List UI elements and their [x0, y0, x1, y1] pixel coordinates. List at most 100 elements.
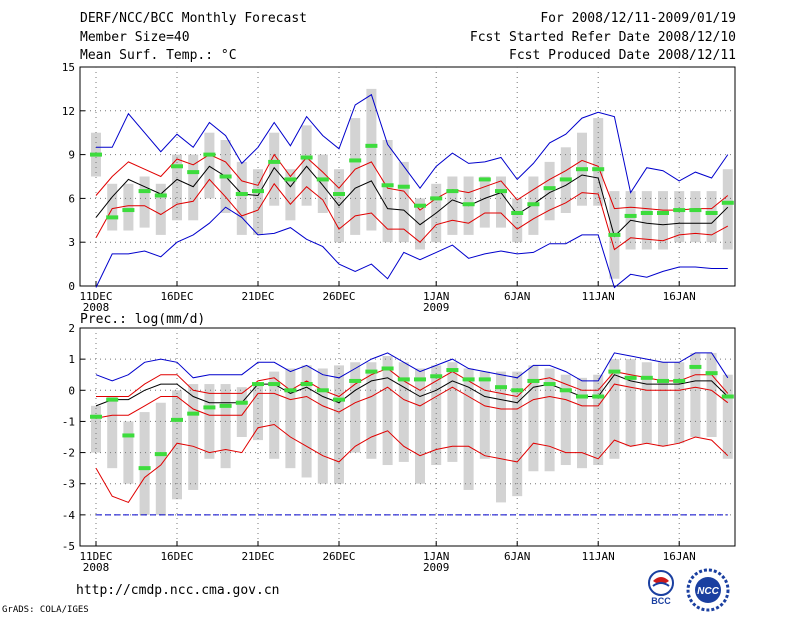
variable-label: Mean Surf. Temp.: °C [80, 48, 237, 63]
chart2-marker-19 [381, 366, 394, 371]
chart2-box-36 [658, 362, 668, 447]
chart2-box-4 [139, 412, 150, 515]
chart2-marker-1 [90, 414, 102, 419]
chart2-marker-13 [284, 388, 297, 393]
chart2-box-20 [398, 362, 409, 462]
chart1-marker-17 [349, 158, 362, 163]
chart2-marker-35 [640, 375, 653, 380]
chart2-box-40 [722, 374, 733, 459]
chart2-box-19 [382, 356, 393, 466]
chart2-marker-28 [527, 378, 540, 383]
chart1-xtick-label-1: 11DEC [79, 290, 112, 303]
chart2-marker-32 [592, 394, 605, 399]
chart1-box-36 [658, 191, 668, 250]
chart1-box-19 [382, 140, 393, 243]
chart1-xtick-label-4: 26DEC [322, 290, 355, 303]
chart1-box-17 [350, 118, 361, 235]
chart1-marker-37 [673, 208, 686, 213]
chart2-box-24 [463, 368, 474, 490]
chart1-line-min [95, 206, 728, 289]
chart2-xtick-label-8: 16JAN [663, 550, 696, 563]
chart2-xtick-label-3: 21DEC [241, 550, 274, 563]
chart1-box-18 [366, 88, 377, 231]
chart2-ytick-label-2: -4 [62, 509, 76, 522]
chart2-xtick-label-4: 26DEC [322, 550, 355, 563]
chart2-box-8 [204, 384, 215, 459]
chart2-box-37 [674, 362, 685, 444]
chart2-marker-17 [349, 378, 362, 383]
chart1-marker-15 [316, 177, 329, 182]
chart1-marker-40 [721, 200, 734, 205]
chart2-marker-6 [171, 417, 183, 422]
chart2-box-32 [593, 374, 604, 466]
chart2-marker-30 [559, 388, 572, 393]
chart1-box-37 [674, 191, 685, 243]
chart1-box-20 [398, 161, 409, 243]
chart2-box-31 [577, 377, 587, 469]
chart1-box-23 [447, 176, 458, 235]
chart1-ytick-label-6: 15 [62, 61, 75, 74]
chart2-box-25 [479, 371, 490, 459]
bcc-logo-text: BCC [651, 596, 671, 606]
chart1-xtick-label-3: 21DEC [241, 290, 274, 303]
chart1-marker-8 [203, 152, 216, 157]
chart-title: DERF/NCC/BCC Monthly Forecast [80, 11, 307, 26]
chart2-box-28 [528, 365, 539, 472]
chart2-marker-24 [462, 377, 475, 382]
chart2-marker-21 [414, 377, 426, 382]
chart1-marker-19 [381, 183, 394, 188]
chart2-box-17 [350, 362, 361, 453]
chart1-marker-31 [576, 167, 588, 172]
chart2-marker-26 [495, 385, 507, 390]
chart1-marker-25 [478, 177, 491, 182]
chart1-marker-20 [397, 184, 410, 189]
chart2-box-14 [301, 365, 312, 478]
chart1-ytick-label-4: 9 [68, 149, 75, 162]
chart2-box-1 [91, 405, 101, 453]
fcst-produced-date: Fcst Produced Date 2008/12/11 [509, 48, 736, 63]
chart2-box-35 [641, 362, 652, 444]
chart2-line-p25 [95, 383, 729, 419]
chart1-marker-4 [138, 189, 151, 194]
source-url[interactable]: http://cmdp.ncc.cma.gov.cn [76, 583, 280, 598]
chart1-marker-23 [446, 189, 459, 194]
chart1-marker-21 [414, 203, 426, 208]
chart1-box-5 [155, 183, 166, 235]
chart2-marker-34 [624, 375, 637, 380]
chart1-ytick-label-5: 12 [62, 105, 75, 118]
chart2-marker-11 [252, 382, 264, 387]
chart2-line-mean [95, 374, 729, 407]
chart1-ytick-label-1: 0 [68, 280, 75, 293]
chart2-ytick-label-6: 0 [68, 384, 75, 397]
chart2-box-3 [123, 421, 134, 484]
chart1-marker-24 [462, 202, 475, 207]
chart1-box-2 [107, 183, 118, 231]
chart2-ytick-label-3: -3 [62, 478, 75, 491]
chart1-marker-39 [705, 211, 718, 215]
chart1-box-35 [641, 191, 652, 250]
chart2-box-30 [560, 374, 571, 466]
chart2-xtick-label-1: 11DEC [79, 550, 112, 563]
chart2-marker-12 [268, 382, 281, 387]
chart1-marker-33 [608, 232, 621, 237]
chart2-marker-4 [138, 466, 151, 471]
chart1-marker-32 [592, 167, 605, 172]
chart2-box-26 [496, 371, 506, 503]
chart2-marker-25 [478, 377, 491, 382]
chart2-box-23 [447, 362, 458, 462]
chart2-ytick-label-5: -1 [62, 415, 75, 428]
chart1-marker-11 [252, 189, 264, 194]
chart1-box-25 [479, 176, 490, 228]
chart2-xtick-label-2: 16DEC [160, 550, 193, 563]
chart1-marker-30 [559, 177, 572, 182]
chart2-marker-31 [576, 394, 588, 399]
chart1-marker-22 [430, 196, 443, 201]
chart2-box-16 [334, 365, 344, 484]
chart2-box-11 [253, 384, 263, 441]
chart2-marker-3 [122, 433, 135, 438]
chart1-xtick-year-5: 2009 [423, 301, 450, 314]
chart2-xtick-label-6: 6JAN [504, 550, 531, 563]
chart1-marker-3 [122, 208, 135, 213]
chart2-box-22 [431, 365, 442, 466]
